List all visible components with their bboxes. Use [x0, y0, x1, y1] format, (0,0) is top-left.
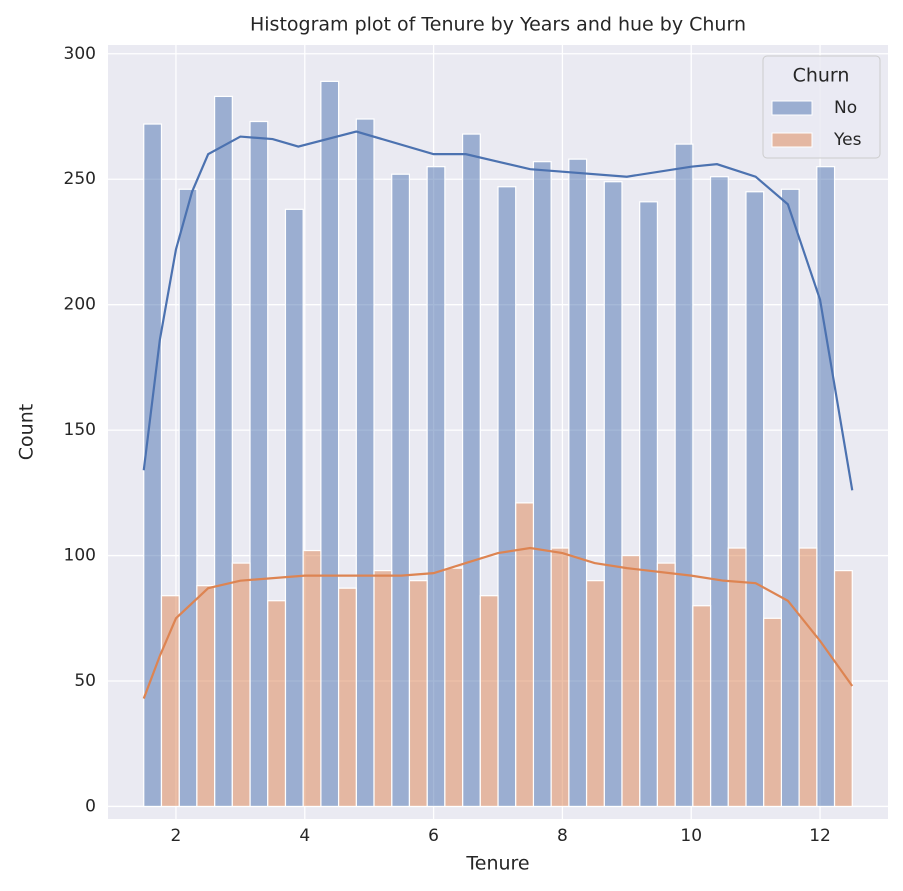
histogram-bar	[320, 80, 340, 808]
histogram-bar	[603, 181, 623, 808]
histogram-bar	[833, 570, 853, 808]
histogram-bar	[674, 143, 694, 808]
y-axis-label: Count	[16, 404, 38, 460]
histogram-bar	[639, 201, 659, 808]
histogram-bar	[355, 118, 375, 808]
histogram-bar	[160, 595, 180, 808]
histogram-bar	[550, 547, 570, 808]
y-tick-label: 100	[64, 546, 96, 566]
histogram-bar	[780, 188, 800, 808]
histogram-bar	[532, 161, 552, 808]
x-axis-label: Tenure	[465, 853, 529, 875]
kde-line	[142, 546, 854, 699]
x-tick-label: 4	[299, 826, 310, 846]
histogram-bar	[479, 595, 499, 808]
legend-swatch	[771, 132, 813, 148]
histogram-bar	[143, 123, 163, 808]
legend-title: Churn	[793, 65, 850, 87]
histogram-bar	[798, 547, 818, 808]
y-tick-label: 50	[74, 671, 96, 691]
histogram-bar	[515, 502, 535, 808]
x-tick-label: 12	[809, 826, 831, 846]
histogram-bar	[444, 567, 464, 808]
histogram-bar	[621, 554, 641, 808]
histogram-bar	[497, 186, 517, 808]
legend-label: Yes	[833, 130, 862, 150]
x-tick-label: 6	[428, 826, 439, 846]
histogram-bar	[267, 600, 287, 808]
legend: Churn No Yes	[762, 55, 881, 159]
legend-label: No	[834, 98, 857, 118]
histogram-bar	[727, 547, 747, 808]
histogram-bar	[249, 120, 269, 808]
y-tick-label: 150	[64, 420, 96, 440]
histogram-bar	[337, 587, 357, 808]
histogram-bar	[745, 191, 765, 808]
histogram-bar	[213, 95, 233, 808]
histogram-bar	[692, 605, 712, 808]
histogram-bar	[302, 549, 322, 808]
histogram-bar	[178, 188, 198, 808]
marks	[142, 80, 854, 808]
histogram-bar	[284, 208, 304, 808]
histogram-bar	[426, 166, 446, 808]
x-tick-label: 8	[557, 826, 568, 846]
y-tick-label: 0	[85, 796, 96, 816]
kde-line	[142, 130, 854, 491]
histogram-bar	[568, 158, 588, 808]
x-tick-label: 10	[680, 826, 702, 846]
histogram-bar	[391, 173, 411, 808]
histogram-bar	[373, 570, 393, 808]
histogram-bar	[763, 617, 783, 808]
histogram-bar	[585, 580, 605, 808]
histogram-bar	[196, 585, 216, 808]
y-tick-label: 250	[64, 169, 96, 189]
chart-title: Histogram plot of Tenure by Years and hu…	[250, 14, 746, 36]
legend-swatch	[771, 100, 813, 116]
histogram-bar	[408, 580, 428, 808]
y-tick-label: 300	[64, 44, 96, 64]
histogram-bar	[709, 176, 729, 808]
x-tick-label: 2	[171, 826, 182, 846]
histogram-bar	[656, 562, 676, 808]
histogram-bar	[461, 133, 481, 808]
y-tick-label: 200	[64, 295, 96, 315]
histogram-bar	[231, 562, 251, 808]
histogram-bar	[816, 166, 836, 808]
